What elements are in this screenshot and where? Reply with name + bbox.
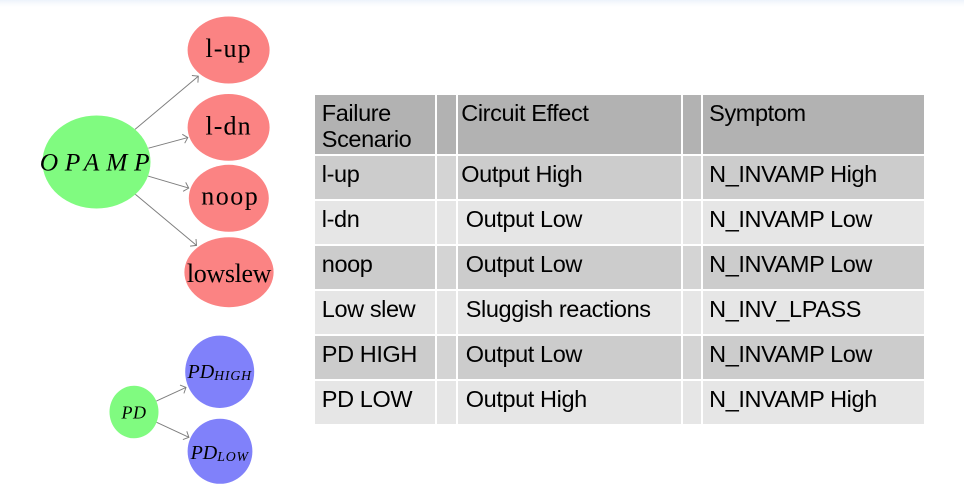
svg-text:lowslew: lowslew — [187, 259, 272, 288]
svg-text:l-dn: l-dn — [205, 111, 251, 140]
svg-text:l-up: l-up — [205, 34, 251, 63]
svg-text:PD: PD — [121, 403, 147, 423]
svg-text:OPAMP: OPAMP — [40, 147, 157, 176]
svg-text:noop: noop — [201, 182, 259, 211]
